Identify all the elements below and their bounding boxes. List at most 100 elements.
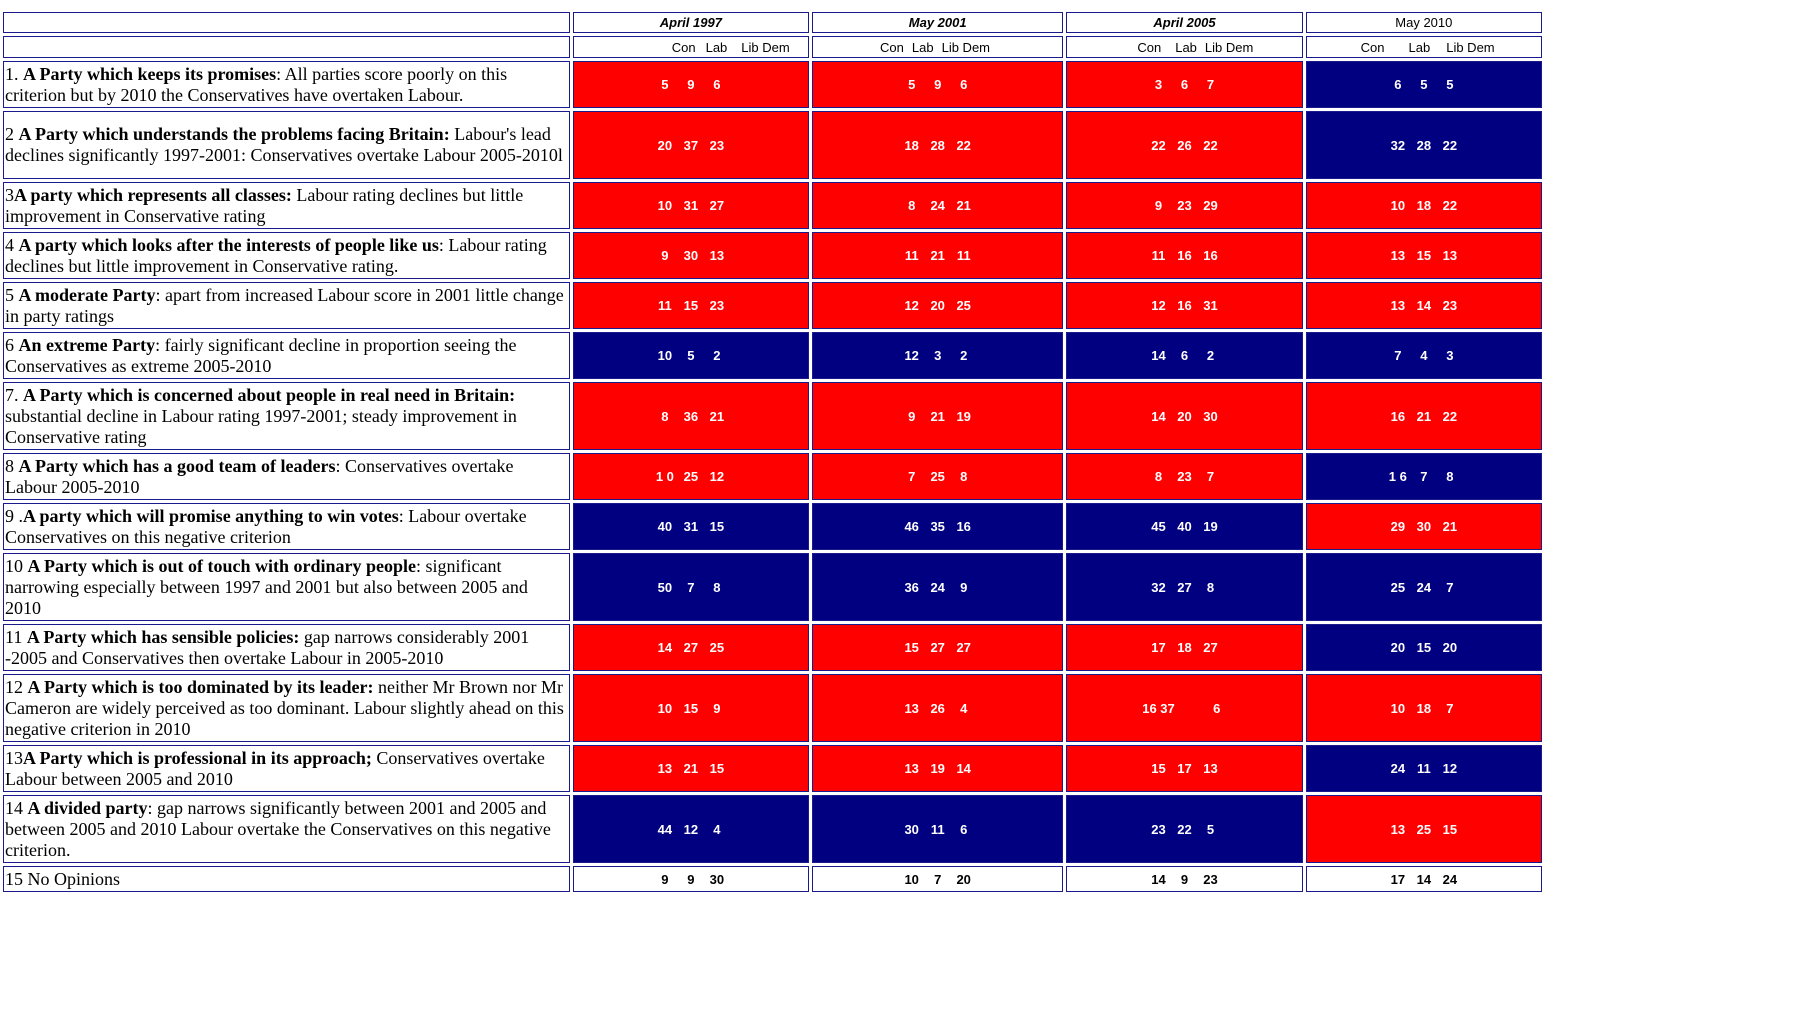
score-value: 30 xyxy=(904,821,919,837)
score-value: 23 xyxy=(1442,298,1458,313)
party-label: Lib Dem xyxy=(741,39,790,55)
score-cell: 3 6 7 xyxy=(1066,61,1303,108)
score-value: 5 xyxy=(687,348,695,363)
criterion-number: 8 xyxy=(5,455,19,476)
blank-subheader-cell xyxy=(3,36,570,58)
criterion-title: An extreme Party xyxy=(18,334,156,355)
score-value: 13 xyxy=(1442,248,1458,263)
score-value: 10 xyxy=(1390,700,1406,716)
score-value: 8 xyxy=(1446,469,1454,484)
score-value: 9 xyxy=(960,579,968,595)
score-cell: 46 35 16 xyxy=(812,503,1064,550)
criterion-comment: : fairly significant decline in proporti… xyxy=(5,334,517,376)
table-row: 15 No Opinions 9 9 30 10 7 20 14 9 23 17 14 24 xyxy=(3,866,1542,892)
score-cell: 14 6 2 xyxy=(1066,332,1303,379)
party-label: Lab xyxy=(1175,39,1197,55)
table-row: 14 A divided party: gap narrows signific… xyxy=(3,795,1542,863)
score-cell: 40 31 15 xyxy=(572,503,810,550)
score-value: 30 xyxy=(1203,408,1218,424)
score-value: 6 xyxy=(1180,77,1189,92)
criterion-description: 10 A Party which is out of touch with or… xyxy=(3,553,570,621)
score-value: 21 xyxy=(683,761,699,776)
score-value: 9 xyxy=(1154,198,1163,213)
score-cell: 1 0 25 12 xyxy=(572,453,810,500)
party-label: Lab xyxy=(1408,39,1431,55)
criterion-comment: neither Mr Brown nor Mr Cameron are wide… xyxy=(5,676,564,739)
score-cell: 17 18 27 xyxy=(1066,624,1303,671)
blank-header-cell xyxy=(3,12,570,33)
score-value: 36 xyxy=(683,408,699,424)
score-value: 5 xyxy=(908,77,916,92)
score-value: 12 xyxy=(904,298,919,313)
criterion-title: A Party which is out of touch with ordin… xyxy=(27,555,417,576)
score-value: 10 xyxy=(657,700,673,716)
score-value: 11 xyxy=(956,248,971,263)
score-value: 23 xyxy=(709,298,725,313)
score-value: 30 xyxy=(709,871,725,887)
score-value: 6 xyxy=(1180,348,1189,363)
criterion-number: 5 xyxy=(5,284,19,305)
score-cell: 11 15 23 xyxy=(572,282,810,329)
party-header-row: Con Lab Lib Dem Con Lab Lib Dem Con Lab Lib Dem C… xyxy=(3,36,1542,58)
table-row: 6 An extreme Party: fairly significant d… xyxy=(3,332,1542,379)
criterion-number: 4 xyxy=(5,234,19,255)
score-value: 7 xyxy=(1446,700,1454,716)
score-value: 45 xyxy=(1151,519,1166,534)
score-value: 29 xyxy=(1390,519,1406,534)
score-value: 16 xyxy=(1390,408,1406,424)
party-subheader-1: Con Lab Lib Dem xyxy=(812,36,1064,58)
score-value: 25 xyxy=(1390,579,1406,595)
score-value: 15 xyxy=(683,298,699,313)
score-value: 10 xyxy=(1390,198,1406,213)
score-value: 21 xyxy=(930,248,945,263)
score-value: 2 xyxy=(960,348,968,363)
score-cell: 23 22 5 xyxy=(1066,795,1303,863)
period-header-row: April 1997 May 2001 April 2005 May 2010 xyxy=(3,12,1542,33)
score-cell: 30 11 6 xyxy=(812,795,1064,863)
score-value: 19 xyxy=(956,408,971,424)
score-value: 27 xyxy=(1177,579,1192,595)
score-value: 21 xyxy=(1442,519,1458,534)
score-value: 22 xyxy=(1151,137,1166,153)
score-value: 27 xyxy=(683,640,699,655)
score-cell: 14 27 25 xyxy=(572,624,810,671)
score-value: 6 xyxy=(1394,77,1402,92)
score-value: 25 xyxy=(1416,821,1432,837)
score-value: 14 xyxy=(1416,871,1432,887)
table-row: 10 A Party which is out of touch with or… xyxy=(3,553,1542,621)
score-value: 13 xyxy=(1203,761,1218,776)
score-value: 25 xyxy=(683,469,699,484)
score-value: 6 xyxy=(960,821,968,837)
criterion-number: 6 xyxy=(5,334,19,355)
score-value: 12 xyxy=(683,821,699,837)
table-row: 12 A Party which is too dominated by its… xyxy=(3,674,1542,742)
score-cell: 8 23 7 xyxy=(1066,453,1303,500)
criterion-number: 15 No Opinions xyxy=(5,868,121,889)
score-cell: 10 18 7 xyxy=(1305,674,1542,742)
score-value: 14 xyxy=(1151,871,1166,887)
criterion-title: A Party which has sensible policies: xyxy=(26,626,300,647)
period-header-2010: May 2010 xyxy=(1305,12,1542,33)
score-value: 29 xyxy=(1203,198,1218,213)
score-value: 6 xyxy=(1213,700,1221,716)
score-value: 24 xyxy=(1390,761,1406,776)
score-cell: 12 3 2 xyxy=(812,332,1064,379)
score-cell: 13 26 4 xyxy=(812,674,1064,742)
score-value: 21 xyxy=(1416,408,1432,424)
party-label: Lab xyxy=(911,39,934,55)
score-value: 5 xyxy=(1420,77,1428,92)
score-value: 21 xyxy=(709,408,725,424)
score-value: 9 xyxy=(687,871,695,887)
score-value: 28 xyxy=(930,137,945,153)
score-value: 17 xyxy=(1390,871,1406,887)
score-value: 7 xyxy=(908,469,916,484)
score-value: 9 xyxy=(934,77,942,92)
table-row: 2 A Party which understands the problems… xyxy=(3,111,1542,179)
score-value: 25 xyxy=(956,298,971,313)
score-value: 7 xyxy=(934,871,942,887)
score-value: 21 xyxy=(930,408,945,424)
party-label: Con xyxy=(1137,39,1162,55)
score-value: 31 xyxy=(683,198,699,213)
score-value: 7 xyxy=(1206,77,1215,92)
criterion-title: A Party which keeps its promises xyxy=(23,63,277,84)
